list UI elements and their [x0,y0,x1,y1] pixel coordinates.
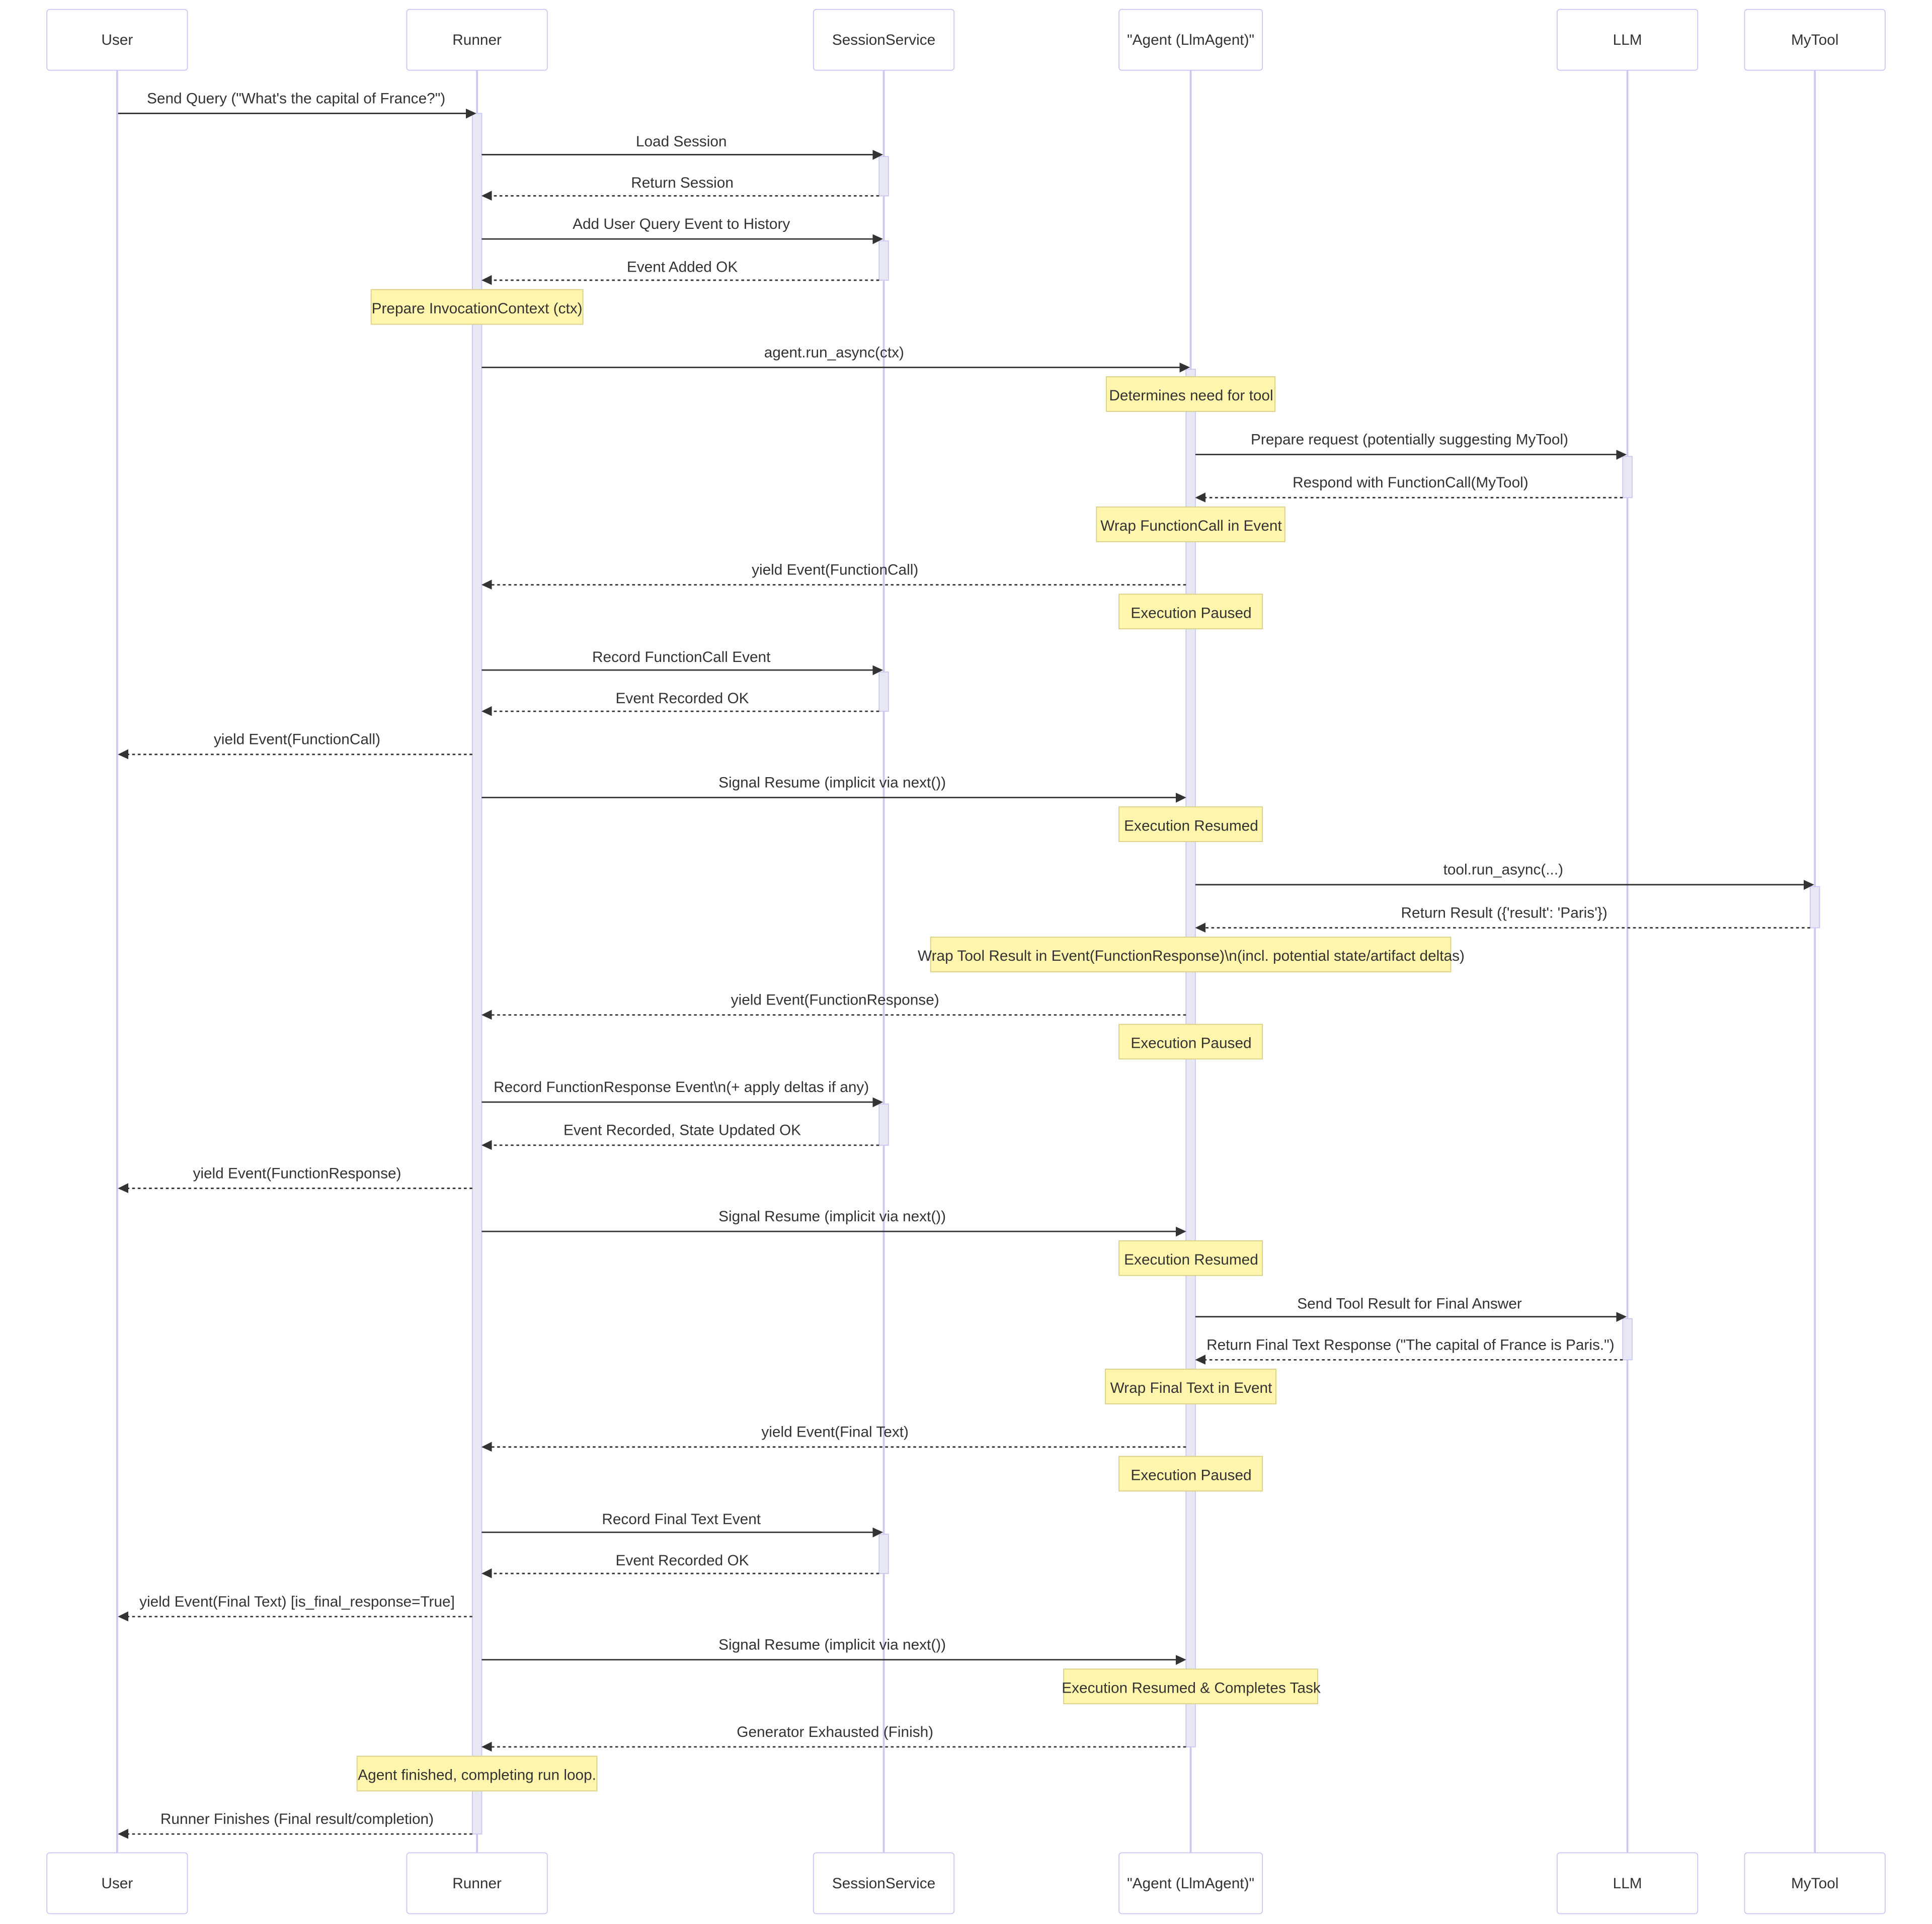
svg-text:Execution Resumed: Execution Resumed [1124,1251,1258,1268]
svg-text:Wrap Tool Result in Event(Func: Wrap Tool Result in Event(FunctionRespon… [918,948,1465,964]
svg-text:User: User [101,32,133,48]
svg-text:Return Session: Return Session [631,175,734,191]
svg-text:Return Final Text Response ("T: Return Final Text Response ("The capital… [1206,1336,1614,1353]
svg-text:Execution Paused: Execution Paused [1131,1467,1251,1483]
svg-text:Send Tool Result for Final Ans: Send Tool Result for Final Answer [1297,1295,1522,1312]
svg-text:Prepare request (potentially s: Prepare request (potentially suggesting … [1251,432,1568,448]
svg-text:Agent finished, completing run: Agent finished, completing run loop. [358,1767,596,1783]
svg-text:SessionService: SessionService [832,32,935,48]
svg-text:yield Event(FunctionCall): yield Event(FunctionCall) [752,562,918,578]
svg-text:yield Event(FunctionResponse): yield Event(FunctionResponse) [193,1165,401,1182]
svg-text:Record FunctionCall Event: Record FunctionCall Event [592,649,771,665]
svg-text:Record Final Text Event: Record Final Text Event [602,1511,761,1528]
svg-text:Event Recorded, State Updated: Event Recorded, State Updated OK [564,1122,801,1139]
svg-text:MyTool: MyTool [1791,32,1838,48]
svg-text:Return Result ({'result': 'Par: Return Result ({'result': 'Paris'}) [1401,904,1607,921]
svg-text:Wrap FunctionCall in Event: Wrap FunctionCall in Event [1100,518,1282,534]
svg-text:Runner Finishes (Final result/: Runner Finishes (Final result/completion… [160,1811,434,1827]
svg-text:Execution Paused: Execution Paused [1131,1035,1251,1051]
svg-text:Load Session: Load Session [636,133,727,150]
svg-text:Record FunctionResponse Event\: Record FunctionResponse Event\n(+ apply … [494,1079,869,1096]
svg-text:yield Event(FunctionResponse): yield Event(FunctionResponse) [731,992,939,1009]
svg-text:LLM: LLM [1613,1875,1642,1891]
svg-text:Add User Query Event to Histor: Add User Query Event to History [573,216,790,232]
svg-text:"Agent (LlmAgent)": "Agent (LlmAgent)" [1127,1875,1254,1891]
svg-text:Runner: Runner [452,1875,502,1891]
svg-text:tool.run_async(...): tool.run_async(...) [1443,862,1563,878]
svg-text:Signal Resume (implicit via ne: Signal Resume (implicit via next()) [718,774,946,791]
svg-text:Execution Resumed: Execution Resumed [1124,817,1258,834]
svg-text:yield Event(FunctionCall): yield Event(FunctionCall) [214,731,380,748]
svg-text:Send Query ("What's the capita: Send Query ("What's the capital of Franc… [147,90,445,107]
svg-text:MyTool: MyTool [1791,1875,1838,1891]
svg-text:Event Recorded OK: Event Recorded OK [616,1552,749,1569]
svg-text:"Agent (LlmAgent)": "Agent (LlmAgent)" [1127,32,1254,48]
svg-text:yield Event(Final Text) [is_fi: yield Event(Final Text) [is_final_respon… [139,1594,455,1610]
svg-text:Runner: Runner [452,32,502,48]
svg-text:Execution Paused: Execution Paused [1131,605,1251,621]
svg-text:Prepare InvocationContext (ctx: Prepare InvocationContext (ctx) [372,300,583,317]
svg-text:Execution Resumed & Completes: Execution Resumed & Completes Task [1062,1680,1321,1696]
svg-text:Event Added OK: Event Added OK [627,259,738,276]
svg-text:User: User [101,1875,133,1891]
svg-text:agent.run_async(ctx): agent.run_async(ctx) [764,344,904,361]
svg-text:Signal Resume (implicit via ne: Signal Resume (implicit via next()) [718,1208,946,1225]
svg-text:Event Recorded OK: Event Recorded OK [616,690,749,707]
svg-text:yield Event(Final Text): yield Event(Final Text) [761,1424,909,1441]
svg-text:Wrap Final Text in Event: Wrap Final Text in Event [1110,1380,1273,1396]
svg-text:Signal Resume (implicit via ne: Signal Resume (implicit via next()) [718,1637,946,1653]
svg-text:Generator Exhausted (Finish): Generator Exhausted (Finish) [737,1724,933,1740]
svg-text:Determines need for tool: Determines need for tool [1109,387,1273,404]
svg-text:SessionService: SessionService [832,1875,935,1891]
svg-text:Respond with FunctionCall(MyTo: Respond with FunctionCall(MyTool) [1293,474,1528,491]
svg-text:LLM: LLM [1613,32,1642,48]
